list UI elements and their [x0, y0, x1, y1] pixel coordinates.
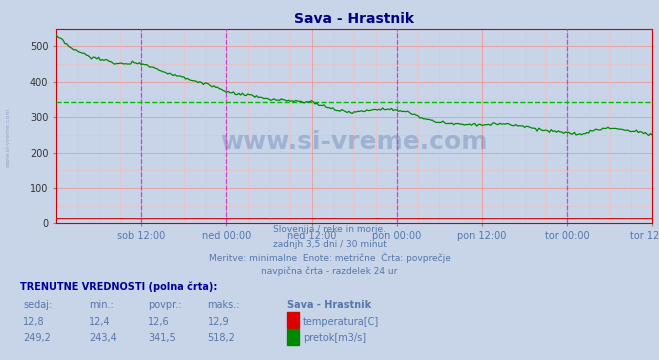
Text: sedaj:: sedaj: [23, 300, 52, 310]
Text: zadnjh 3,5 dni / 30 minut: zadnjh 3,5 dni / 30 minut [273, 240, 386, 249]
Text: Sava - Hrastnik: Sava - Hrastnik [287, 300, 371, 310]
Text: min.:: min.: [89, 300, 114, 310]
Text: www.si-vreme.com: www.si-vreme.com [5, 107, 11, 167]
Text: 12,6: 12,6 [148, 317, 170, 327]
Text: maks.:: maks.: [208, 300, 240, 310]
Text: 341,5: 341,5 [148, 333, 176, 343]
Text: TRENUTNE VREDNOSTI (polna črta):: TRENUTNE VREDNOSTI (polna črta): [20, 281, 217, 292]
Text: 12,9: 12,9 [208, 317, 229, 327]
Text: pretok[m3/s]: pretok[m3/s] [303, 333, 366, 343]
Text: 12,8: 12,8 [23, 317, 45, 327]
Text: povpr.:: povpr.: [148, 300, 182, 310]
Text: 249,2: 249,2 [23, 333, 51, 343]
Text: 12,4: 12,4 [89, 317, 111, 327]
Title: Sava - Hrastnik: Sava - Hrastnik [294, 12, 415, 26]
Text: 243,4: 243,4 [89, 333, 117, 343]
Text: Meritve: minimalne  Enote: metrične  Črta: povprečje: Meritve: minimalne Enote: metrične Črta:… [208, 252, 451, 263]
Text: 518,2: 518,2 [208, 333, 235, 343]
Text: temperatura[C]: temperatura[C] [303, 317, 380, 327]
Text: www.si-vreme.com: www.si-vreme.com [221, 130, 488, 154]
Text: Slovenija / reke in morje.: Slovenija / reke in morje. [273, 225, 386, 234]
Text: navpična črta - razdelek 24 ur: navpična črta - razdelek 24 ur [262, 267, 397, 276]
